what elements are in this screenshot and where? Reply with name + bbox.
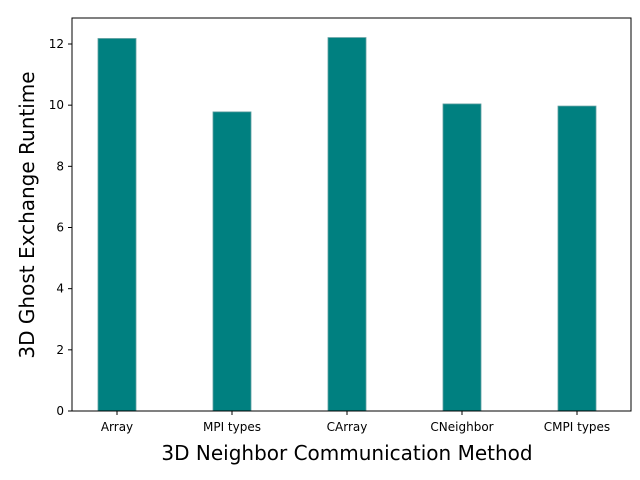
y-tick-label: 0 bbox=[56, 404, 64, 418]
x-tick-label: Array bbox=[101, 420, 133, 434]
y-axis-title: 3D Ghost Exchange Runtime bbox=[15, 71, 39, 358]
y-tick-label: 4 bbox=[56, 282, 64, 296]
y-tick-label: 8 bbox=[56, 159, 64, 173]
bar-carray bbox=[327, 37, 367, 412]
bar-cneighbor bbox=[442, 103, 482, 412]
x-tick-label: CMPI types bbox=[544, 420, 610, 434]
bar-array bbox=[97, 38, 137, 412]
x-axis-title: 3D Neighbor Communication Method bbox=[161, 441, 532, 465]
bars-group bbox=[97, 37, 597, 412]
y-tick-label: 12 bbox=[49, 37, 64, 51]
plot-frame bbox=[71, 17, 632, 412]
y-axis: 0 2 4 6 8 10 12 bbox=[49, 37, 72, 418]
y-tick-label: 10 bbox=[49, 98, 64, 112]
x-tick-label: CArray bbox=[327, 420, 368, 434]
y-tick-label: 6 bbox=[56, 220, 64, 234]
x-tick-label: MPI types bbox=[203, 420, 261, 434]
bar-cmpi-types bbox=[557, 105, 597, 412]
x-tick-label: CNeighbor bbox=[430, 420, 493, 434]
bar-mpi-types bbox=[212, 111, 252, 412]
x-axis: Array MPI types CArray CNeighbor CMPI types bbox=[101, 411, 610, 434]
y-tick-label: 2 bbox=[56, 343, 64, 357]
